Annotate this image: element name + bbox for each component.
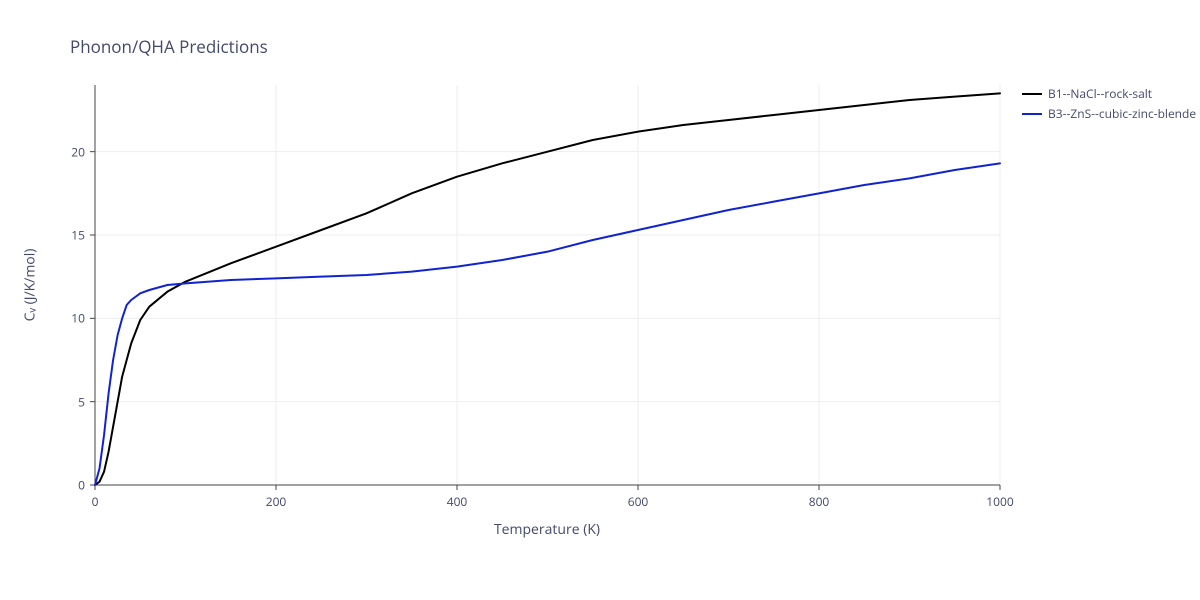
x-tick-label: 1000 xyxy=(986,493,1013,510)
chart-plot-area[interactable] xyxy=(0,0,1200,600)
y-tick-label: 15 xyxy=(71,227,85,244)
legend-swatch xyxy=(1022,93,1042,95)
legend-swatch xyxy=(1022,113,1042,115)
y-tick-label: 5 xyxy=(78,393,85,410)
legend-label: B1--NaCl--rock-salt xyxy=(1048,85,1152,102)
x-tick-label: 200 xyxy=(266,493,287,510)
x-tick-label: 800 xyxy=(809,493,830,510)
x-tick-label: 400 xyxy=(447,493,468,510)
legend-label: B3--ZnS--cubic-zinc-blende xyxy=(1048,105,1196,122)
x-tick-label: 0 xyxy=(92,493,99,510)
y-tick-label: 0 xyxy=(78,477,85,494)
x-tick-label: 600 xyxy=(628,493,649,510)
series-line-1[interactable] xyxy=(95,163,1000,485)
legend-item-0[interactable]: B1--NaCl--rock-salt xyxy=(1022,85,1152,102)
y-tick-label: 20 xyxy=(71,143,85,160)
legend-item-1[interactable]: B3--ZnS--cubic-zinc-blende xyxy=(1022,105,1196,122)
y-tick-label: 10 xyxy=(71,310,85,327)
